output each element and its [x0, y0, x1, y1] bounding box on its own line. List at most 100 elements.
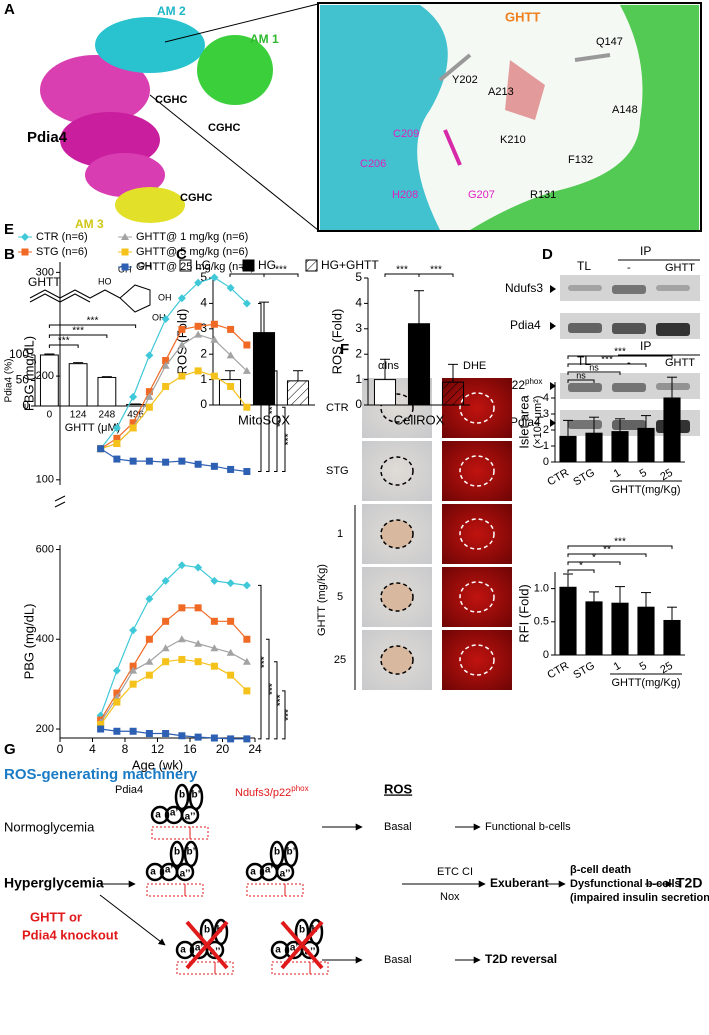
bar — [559, 435, 577, 463]
domain — [283, 840, 299, 868]
marker — [145, 635, 153, 643]
marker — [145, 594, 154, 603]
label: Normoglycemia — [4, 819, 95, 834]
marker — [145, 671, 153, 679]
cross — [185, 920, 229, 970]
domain-letter: a’ — [290, 943, 299, 954]
label: C206 — [360, 158, 386, 170]
line — [100, 728, 247, 740]
label: Ndufs3/p22phox — [235, 784, 309, 799]
marker — [194, 278, 203, 287]
line — [100, 638, 248, 723]
blot-band — [612, 383, 646, 392]
domain-letter: a’ — [170, 808, 179, 819]
label: (impaired insulin secretion) — [570, 892, 709, 904]
marker — [227, 465, 235, 473]
sig-label: ** — [603, 545, 611, 556]
marker — [178, 655, 186, 663]
marker — [113, 434, 121, 442]
y-tick-label: 1 — [543, 440, 549, 452]
y-tick-label: 1 — [355, 372, 362, 386]
bar — [559, 586, 577, 656]
sig-bracket — [282, 406, 286, 473]
marker — [112, 666, 121, 675]
marker — [113, 689, 121, 697]
label: Basal — [384, 954, 412, 966]
marker — [242, 581, 251, 590]
label: Functional b-cells — [485, 821, 571, 833]
pointer — [550, 382, 556, 390]
sig-label: *** — [276, 415, 287, 427]
marker — [243, 635, 251, 643]
legend-swatch — [305, 259, 318, 272]
label: GHTT (mg/Kg) — [316, 564, 328, 636]
marker — [113, 455, 121, 463]
y-tick-label: 200 — [36, 370, 54, 382]
label: AM 2 — [157, 4, 186, 18]
panel-label: D — [542, 246, 553, 263]
panel-label: B — [4, 246, 15, 263]
label: CTR — [326, 402, 349, 414]
blot-band — [568, 420, 602, 429]
line — [100, 323, 248, 450]
partner-box — [146, 883, 204, 897]
label: T2D reversal — [485, 952, 557, 966]
y-axis-title: RFI (Fold) — [516, 584, 531, 643]
y-axis-title: FBG (mg/dL) — [21, 336, 36, 411]
domain-letter: a — [250, 867, 256, 878]
legend-marker — [121, 263, 129, 271]
panel-label: F — [340, 341, 349, 358]
y-tick-label: 2 — [355, 346, 362, 360]
pointer — [550, 419, 556, 427]
islet-outline — [380, 582, 414, 612]
x-tick-label: 0 — [57, 742, 64, 756]
marker — [161, 315, 170, 324]
arrow — [99, 894, 166, 946]
domain-letter: b — [299, 925, 305, 936]
x-axis-title: CellROX — [394, 412, 445, 427]
marker — [129, 392, 138, 401]
label: GHTT — [28, 275, 61, 289]
sig-label: ns — [576, 370, 586, 380]
sig-label: ns — [589, 362, 599, 372]
y-tick-label: 0 — [543, 649, 549, 661]
marker — [162, 617, 170, 625]
marker — [145, 730, 153, 738]
y-tick-label: 600 — [36, 543, 54, 555]
sig-label: *** — [87, 316, 99, 327]
domain — [175, 862, 195, 882]
marker — [112, 423, 121, 432]
domain-letter: a’ — [265, 865, 274, 876]
domain-letter: a — [155, 810, 161, 821]
islet-outline — [380, 456, 414, 486]
blot-band — [612, 323, 646, 334]
y-tick-label: 5 — [355, 270, 362, 284]
domain-letter: a — [150, 867, 156, 878]
x-tick-label: 5 — [638, 660, 649, 673]
y-tick-label: 3 — [200, 321, 207, 335]
domain — [183, 840, 199, 868]
image-dhe — [442, 504, 512, 564]
label: AM 1 — [250, 32, 279, 46]
domain — [213, 918, 229, 946]
line — [100, 658, 248, 725]
x-tick-label: CTR — [545, 660, 571, 682]
domain-letter: a — [180, 945, 186, 956]
marker — [227, 382, 235, 390]
label: 1 — [337, 528, 343, 540]
domain — [188, 783, 204, 811]
domain-letter: b’ — [192, 790, 201, 801]
label: - — [627, 357, 631, 369]
domain — [180, 805, 200, 825]
domain-letter: b — [179, 790, 185, 801]
domain-letter: a’’ — [280, 869, 291, 880]
y-tick-label: 100 — [36, 474, 54, 486]
marker — [129, 727, 137, 735]
y-tick-label: 4 — [543, 392, 549, 404]
marker — [113, 440, 121, 448]
x-tick-label: 5 — [638, 467, 649, 480]
marker — [242, 299, 251, 308]
y-axis-title: PBG (mg/dL) — [21, 604, 36, 680]
domain — [145, 862, 165, 882]
bar — [373, 379, 397, 406]
